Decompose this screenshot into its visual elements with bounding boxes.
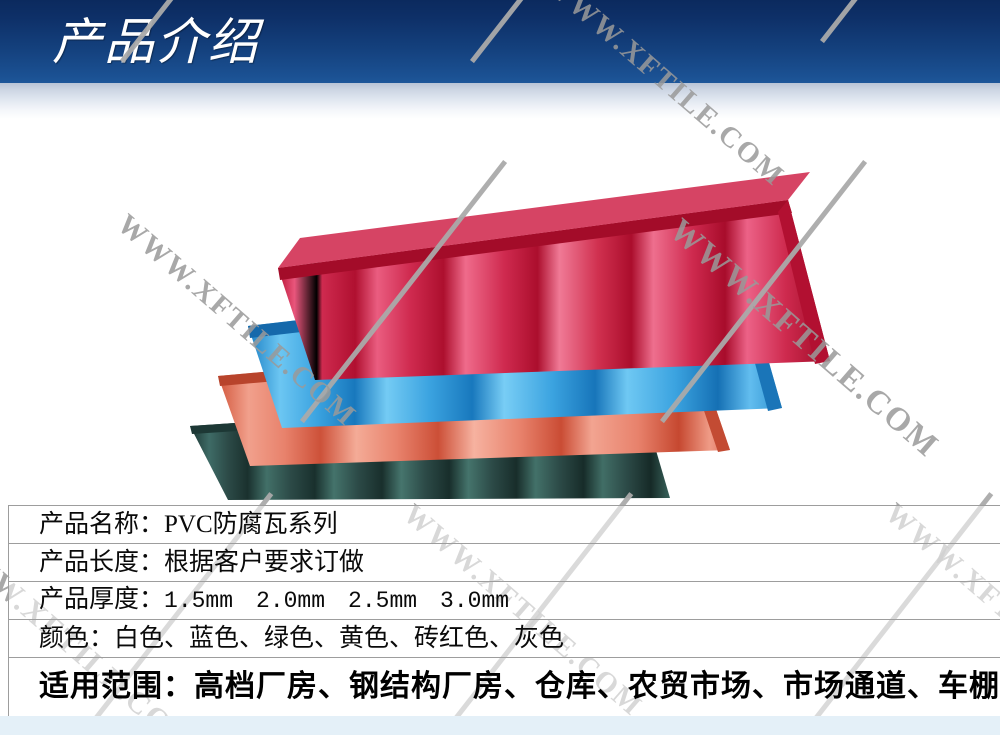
spec-cell-thickness: 产品厚度：1.5mm 2.0mm 2.5mm 3.0mm bbox=[8, 581, 1000, 620]
spec-label-length: 产品长度： bbox=[39, 548, 165, 576]
spec-value-color: 白色、蓝色、绿色、黄色、砖红色、灰色 bbox=[114, 624, 565, 652]
spec-cell-length: 产品长度：根据客户要求订做 bbox=[8, 543, 1000, 582]
spec-value-thickness: 1.5mm 2.0mm 2.5mm 3.0mm bbox=[164, 588, 510, 614]
page-title: 产品介绍 bbox=[52, 14, 260, 70]
header-gradient-fade bbox=[0, 83, 1000, 119]
spec-label-color: 颜色： bbox=[39, 624, 115, 652]
product-photo bbox=[170, 108, 860, 508]
product-spec-table: 产品名称：PVC防腐瓦系列 产品长度：根据客户要求订做 产品厚度：1.5mm 2… bbox=[8, 505, 1000, 717]
table-row: 适用范围：高档厂房、钢结构厂房、仓库、农贸市场、市场通道、车棚等 bbox=[8, 657, 1000, 717]
spec-value-length: 根据客户要求订做 bbox=[164, 548, 365, 576]
spec-label-name: 产品名称： bbox=[39, 510, 165, 538]
red-sheet bbox=[278, 172, 830, 380]
table-row: 产品长度：根据客户要求订做 bbox=[8, 543, 1000, 582]
bottom-strip bbox=[0, 716, 1000, 735]
table-row: 产品名称：PVC防腐瓦系列 bbox=[8, 505, 1000, 544]
spec-label-thickness: 产品厚度： bbox=[39, 586, 165, 613]
spec-cell-color: 颜色：白色、蓝色、绿色、黄色、砖红色、灰色 bbox=[8, 619, 1000, 658]
spec-value-name: PVC防腐瓦系列 bbox=[164, 510, 338, 538]
table-row: 产品厚度：1.5mm 2.0mm 2.5mm 3.0mm bbox=[8, 581, 1000, 620]
header-banner: 产品介绍 bbox=[0, 0, 1000, 83]
table-row: 颜色：白色、蓝色、绿色、黄色、砖红色、灰色 bbox=[8, 619, 1000, 658]
spec-cell-application: 适用范围：高档厂房、钢结构厂房、仓库、农贸市场、市场通道、车棚等 bbox=[8, 657, 1000, 717]
spec-cell-name: 产品名称：PVC防腐瓦系列 bbox=[8, 505, 1000, 544]
